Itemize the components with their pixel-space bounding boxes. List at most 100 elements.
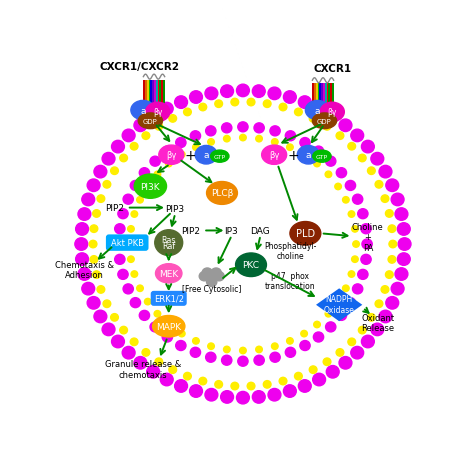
Circle shape xyxy=(237,392,249,404)
Circle shape xyxy=(221,86,234,98)
Circle shape xyxy=(268,88,281,100)
Circle shape xyxy=(375,181,383,189)
Ellipse shape xyxy=(297,146,319,165)
Circle shape xyxy=(154,172,161,178)
Circle shape xyxy=(353,195,363,205)
Circle shape xyxy=(348,143,356,150)
Circle shape xyxy=(326,366,339,378)
Circle shape xyxy=(397,253,410,266)
Circle shape xyxy=(309,115,317,123)
Bar xyxy=(319,84,321,114)
Circle shape xyxy=(190,92,202,104)
Circle shape xyxy=(130,338,138,346)
Circle shape xyxy=(160,103,173,116)
Circle shape xyxy=(174,97,188,109)
Text: IP3: IP3 xyxy=(224,226,238,236)
Bar xyxy=(163,81,164,111)
Circle shape xyxy=(87,297,100,309)
Circle shape xyxy=(283,92,296,104)
Circle shape xyxy=(301,152,308,158)
Text: βγ: βγ xyxy=(166,151,176,160)
Circle shape xyxy=(285,348,296,357)
Bar xyxy=(314,84,316,114)
Circle shape xyxy=(192,338,199,344)
Circle shape xyxy=(386,297,399,309)
Circle shape xyxy=(90,225,98,233)
Circle shape xyxy=(351,130,364,142)
Circle shape xyxy=(131,271,137,278)
Circle shape xyxy=(169,115,177,123)
Circle shape xyxy=(162,147,173,157)
Circle shape xyxy=(348,212,355,218)
Bar xyxy=(150,81,152,111)
Circle shape xyxy=(388,256,396,263)
Ellipse shape xyxy=(262,146,287,165)
Circle shape xyxy=(309,366,317,374)
Circle shape xyxy=(385,210,393,218)
Circle shape xyxy=(87,180,100,192)
Circle shape xyxy=(208,343,214,350)
Circle shape xyxy=(118,209,128,219)
Circle shape xyxy=(165,322,172,328)
Ellipse shape xyxy=(134,175,166,199)
Text: a: a xyxy=(203,151,209,160)
Bar xyxy=(154,81,156,111)
Circle shape xyxy=(206,126,216,137)
Circle shape xyxy=(150,157,160,167)
Circle shape xyxy=(358,155,366,163)
Circle shape xyxy=(130,298,140,308)
Text: Raf: Raf xyxy=(162,241,175,250)
Circle shape xyxy=(114,239,124,250)
Bar xyxy=(159,81,161,111)
Circle shape xyxy=(361,224,371,234)
Circle shape xyxy=(336,132,344,140)
Circle shape xyxy=(388,225,396,233)
Circle shape xyxy=(254,356,264,365)
Circle shape xyxy=(391,194,404,206)
Circle shape xyxy=(221,356,232,365)
Circle shape xyxy=(76,223,89,236)
Text: MEK: MEK xyxy=(159,269,178,278)
Circle shape xyxy=(252,391,265,403)
Circle shape xyxy=(155,123,163,131)
Ellipse shape xyxy=(146,103,170,122)
Circle shape xyxy=(353,241,359,248)
Circle shape xyxy=(358,326,366,334)
Circle shape xyxy=(279,377,287,385)
Circle shape xyxy=(78,208,91,221)
Circle shape xyxy=(120,155,128,163)
Circle shape xyxy=(75,238,88,251)
Circle shape xyxy=(199,104,207,112)
Circle shape xyxy=(178,152,185,158)
Circle shape xyxy=(128,257,134,263)
Circle shape xyxy=(127,241,133,248)
Bar xyxy=(330,84,332,114)
Circle shape xyxy=(348,271,355,278)
Circle shape xyxy=(300,138,310,148)
Circle shape xyxy=(371,153,384,166)
Text: PI3K: PI3K xyxy=(140,182,160,191)
Circle shape xyxy=(285,131,296,142)
Circle shape xyxy=(238,357,248,366)
Text: DAG: DAG xyxy=(250,226,270,236)
Circle shape xyxy=(137,197,143,204)
Circle shape xyxy=(395,208,408,221)
Circle shape xyxy=(264,381,271,388)
Text: a: a xyxy=(140,106,146,115)
Bar xyxy=(157,81,159,111)
Circle shape xyxy=(221,391,234,403)
Circle shape xyxy=(325,311,332,317)
Circle shape xyxy=(255,136,262,143)
Circle shape xyxy=(379,311,392,323)
Ellipse shape xyxy=(313,151,331,163)
Ellipse shape xyxy=(210,151,229,163)
Circle shape xyxy=(371,324,384,336)
Circle shape xyxy=(287,144,293,151)
Circle shape xyxy=(247,382,255,390)
Text: PKC: PKC xyxy=(243,261,259,269)
Circle shape xyxy=(174,380,188,392)
Ellipse shape xyxy=(159,146,184,165)
Circle shape xyxy=(128,226,134,232)
Circle shape xyxy=(346,181,356,191)
Circle shape xyxy=(120,326,128,334)
